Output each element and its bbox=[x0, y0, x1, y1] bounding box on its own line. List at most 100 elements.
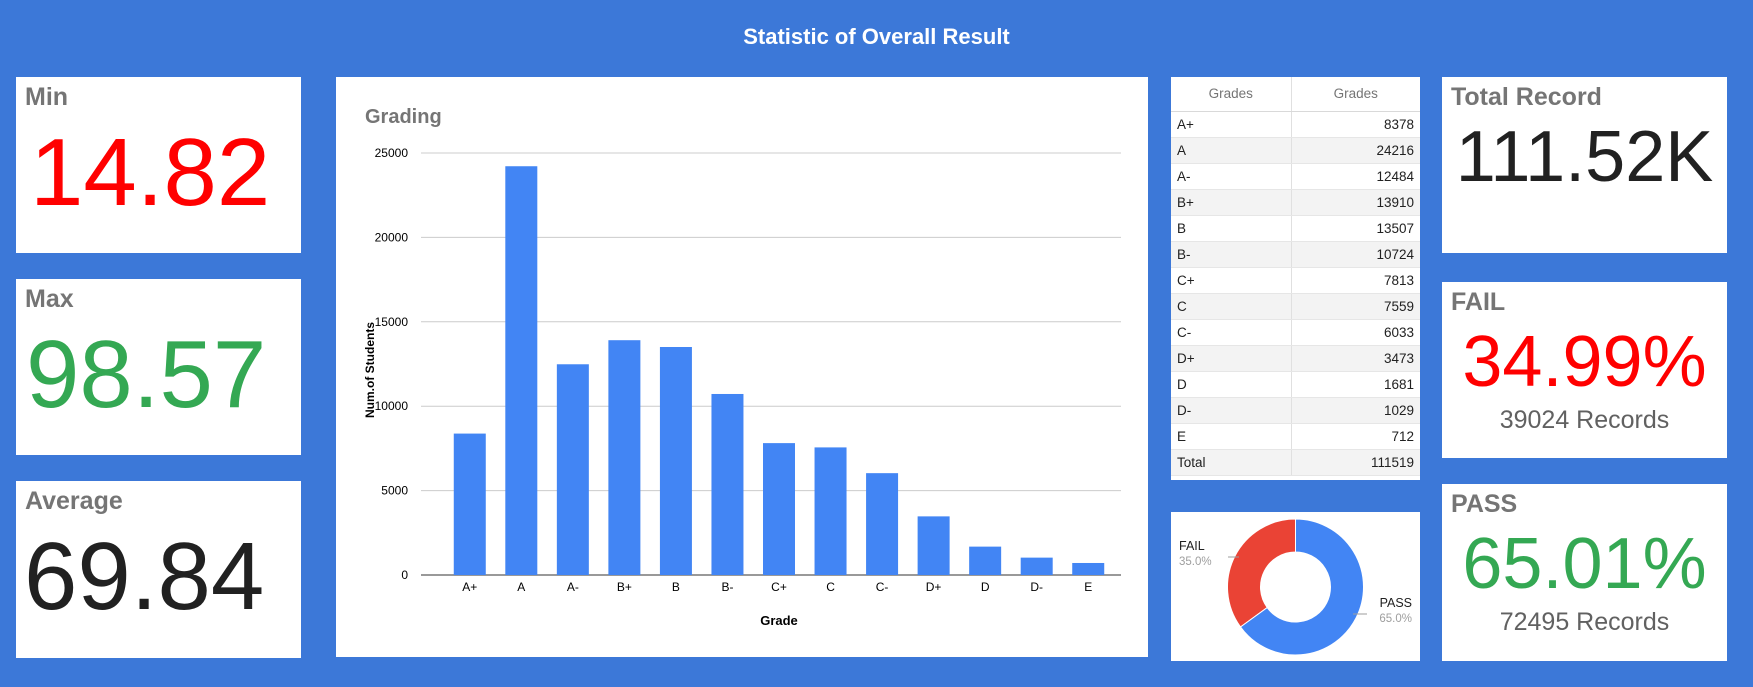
count-cell: 1029 bbox=[1291, 397, 1420, 424]
pass-percent: 65.01% bbox=[1462, 524, 1707, 604]
count-cell: 24216 bbox=[1291, 137, 1420, 164]
fail-percent: 34.99% bbox=[1462, 322, 1707, 402]
fail-records: 39024 Records bbox=[1499, 406, 1670, 434]
x-tick-label: B- bbox=[721, 580, 733, 594]
bar-A-[interactable] bbox=[556, 364, 589, 575]
x-tick-label: D+ bbox=[926, 580, 942, 594]
y-tick-label: 5000 bbox=[381, 484, 408, 498]
table-row: B- 10724 bbox=[1171, 241, 1420, 268]
donut-fail-label: FAIL bbox=[1179, 539, 1205, 553]
grade-cell: C- bbox=[1171, 319, 1292, 346]
total-record-value: 111.52K bbox=[1455, 117, 1714, 197]
grade-cell: A+ bbox=[1171, 111, 1292, 138]
table-row: B+ 13910 bbox=[1171, 189, 1420, 216]
donut-slice-fail[interactable] bbox=[1227, 518, 1296, 628]
x-tick-label: A+ bbox=[462, 580, 477, 594]
bar-D+[interactable] bbox=[917, 516, 950, 575]
x-tick-label: E bbox=[1084, 580, 1092, 594]
donut-slice-pass[interactable] bbox=[1239, 518, 1364, 656]
grade-cell: B+ bbox=[1171, 189, 1292, 216]
fail-card: FAIL 34.99% 39024 Records bbox=[1442, 282, 1727, 458]
total-record-label: Total Record bbox=[1451, 83, 1602, 111]
count-cell: 10724 bbox=[1291, 241, 1420, 268]
total-label-cell: Total bbox=[1171, 449, 1292, 476]
count-cell: 13910 bbox=[1291, 189, 1420, 216]
bar-D-[interactable] bbox=[1020, 557, 1053, 575]
grade-cell: B- bbox=[1171, 241, 1292, 268]
bar-C[interactable] bbox=[814, 447, 847, 575]
x-tick-label: A bbox=[517, 580, 525, 594]
average-value: 69.84 bbox=[24, 523, 265, 630]
table-row: D 1681 bbox=[1171, 371, 1420, 398]
bar-A+[interactable] bbox=[453, 433, 486, 575]
table-row: C 7559 bbox=[1171, 293, 1420, 320]
table-row: A+ 8378 bbox=[1171, 111, 1420, 138]
y-tick-label: 15000 bbox=[375, 315, 409, 329]
count-cell: 8378 bbox=[1291, 111, 1420, 138]
bar-B+[interactable] bbox=[608, 340, 641, 575]
y-tick-label: 0 bbox=[401, 568, 408, 582]
table-row: D+ 3473 bbox=[1171, 345, 1420, 372]
total-count-cell: 111519 bbox=[1291, 449, 1420, 476]
grade-cell: A- bbox=[1171, 163, 1292, 190]
pass-card: PASS 65.01% 72495 Records bbox=[1442, 484, 1727, 661]
min-label: Min bbox=[25, 83, 69, 111]
x-tick-label: B bbox=[672, 580, 680, 594]
pass-fail-donut-card: FAIL 35.0% PASS 65.0% bbox=[1171, 512, 1420, 661]
count-cell: 6033 bbox=[1291, 319, 1420, 346]
table-header[interactable]: Grades bbox=[1171, 77, 1292, 112]
y-tick-label: 10000 bbox=[375, 399, 409, 413]
count-cell: 1681 bbox=[1291, 371, 1420, 398]
grade-cell: D bbox=[1171, 371, 1292, 398]
count-cell: 12484 bbox=[1291, 163, 1420, 190]
x-tick-label: D- bbox=[1030, 580, 1043, 594]
bar-D[interactable] bbox=[969, 546, 1002, 575]
grading-bar-chart: Grading 25000 20000 15000 10000 5000 0 A+ A A- B… bbox=[363, 106, 1121, 628]
grade-cell: E bbox=[1171, 423, 1292, 450]
max-value: 98.57 bbox=[26, 321, 267, 428]
y-axis-label: Num.of Students bbox=[363, 322, 377, 418]
min-value: 14.82 bbox=[30, 119, 271, 226]
bar-B-[interactable] bbox=[711, 393, 744, 575]
count-cell: 7559 bbox=[1291, 293, 1420, 320]
grade-cell: C+ bbox=[1171, 267, 1292, 294]
table-row: E 712 bbox=[1171, 423, 1420, 450]
count-cell: 7813 bbox=[1291, 267, 1420, 294]
grade-cell: B bbox=[1171, 215, 1292, 242]
x-tick-label: D bbox=[981, 580, 990, 594]
count-cell: 13507 bbox=[1291, 215, 1420, 242]
bar-A[interactable] bbox=[505, 166, 538, 575]
min-card: Min 14.82 bbox=[16, 77, 301, 253]
max-label: Max bbox=[25, 285, 74, 313]
donut-fail-pct: 35.0% bbox=[1179, 556, 1212, 568]
table-header[interactable]: Grades bbox=[1291, 77, 1420, 112]
x-tick-label: C bbox=[826, 580, 835, 594]
grade-cell: C bbox=[1171, 293, 1292, 320]
pass-label: PASS bbox=[1451, 490, 1518, 518]
bar-C-[interactable] bbox=[866, 473, 899, 575]
grades-table: Grades Grades A+ 8378 A 24216 A- 12484 B+ 13910… bbox=[1171, 77, 1420, 476]
dashboard-title: Statistic of Overall Result bbox=[743, 24, 1010, 49]
bar-B[interactable] bbox=[659, 347, 692, 575]
table-row: A- 12484 bbox=[1171, 163, 1420, 190]
y-tick-label: 20000 bbox=[375, 230, 409, 244]
grade-cell: D- bbox=[1171, 397, 1292, 424]
bar-E[interactable] bbox=[1072, 562, 1105, 575]
x-axis-label: Grade bbox=[760, 613, 798, 628]
x-tick-label: A- bbox=[567, 580, 579, 594]
grades-table-card: Grades Grades A+ 8378 A 24216 A- 12484 B+ 13910… bbox=[1171, 77, 1420, 480]
table-row: B 13507 bbox=[1171, 215, 1420, 242]
grade-cell: D+ bbox=[1171, 345, 1292, 372]
average-label: Average bbox=[25, 487, 123, 515]
bar-C+[interactable] bbox=[763, 443, 795, 575]
pass-records: 72495 Records bbox=[1499, 608, 1670, 636]
fail-label: FAIL bbox=[1451, 288, 1506, 316]
x-tick-label: C+ bbox=[771, 580, 787, 594]
table-row: A 24216 bbox=[1171, 137, 1420, 164]
x-tick-label: C- bbox=[876, 580, 889, 594]
table-row: C+ 7813 bbox=[1171, 267, 1420, 294]
average-card: Average 69.84 bbox=[16, 481, 301, 658]
grading-chart-card: Grading 25000 20000 15000 10000 5000 0 A+ A A- B… bbox=[336, 77, 1148, 657]
total-record-card: Total Record 111.52K bbox=[1442, 77, 1727, 253]
donut-pass-pct: 65.0% bbox=[1379, 613, 1412, 625]
